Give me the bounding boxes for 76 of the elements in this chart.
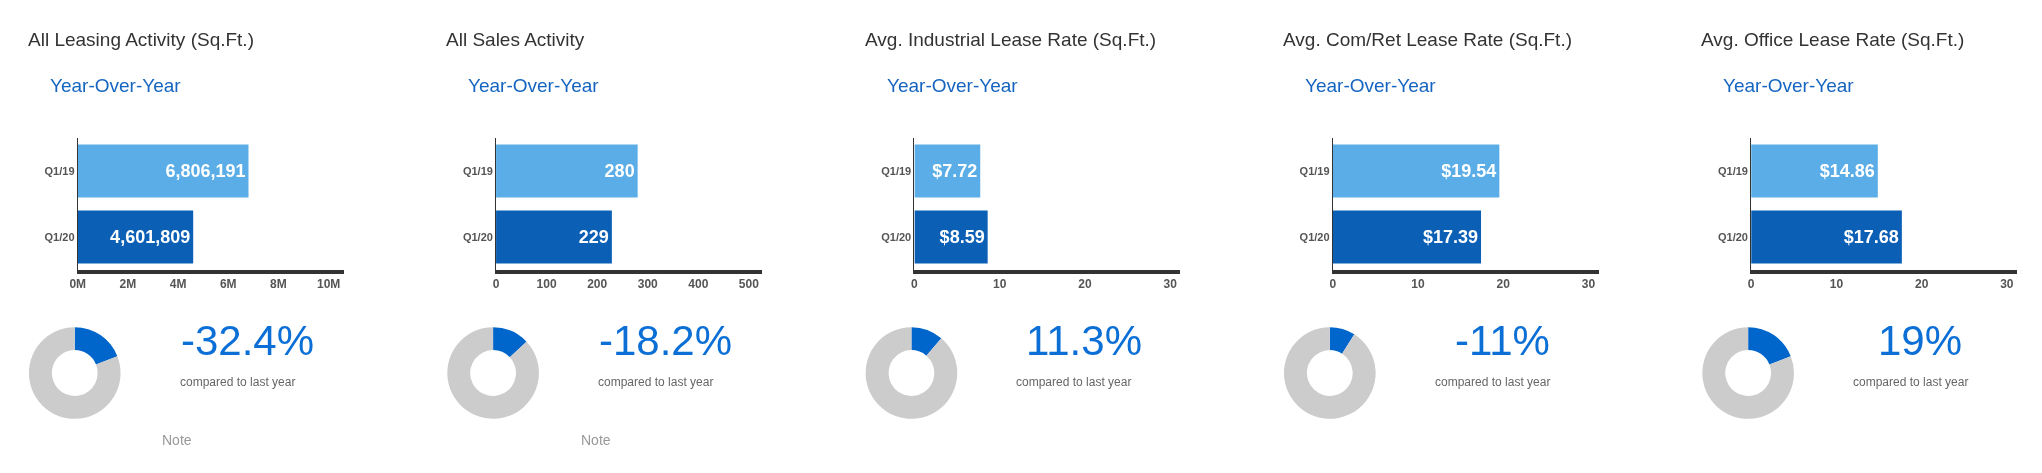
x-tick-label: 10: [1411, 277, 1426, 292]
chart-title: Avg. Office Lease Rate (Sq.Ft.): [1701, 29, 1965, 50]
y-tick-label: Q1/19: [1299, 164, 1330, 177]
y-tick-label: Q1/20: [462, 230, 493, 243]
x-tick-label: 0: [1329, 277, 1337, 292]
data-label: $7.72: [932, 161, 978, 181]
y-tick-label: Q1/19: [881, 164, 912, 177]
text: compared to last year: [598, 375, 714, 389]
data-label: 280: [604, 161, 635, 181]
x-tick-label: 200: [587, 277, 608, 292]
chart-title: Avg. Industrial Lease Rate (Sq.Ft.): [865, 29, 1157, 50]
donut-slice: [865, 327, 958, 419]
chart-title: All Sales Activity: [446, 29, 585, 50]
text: -32.4%: [181, 317, 315, 364]
x-tick-label: 0: [492, 277, 500, 292]
data-label: $17.39: [1422, 227, 1479, 247]
data-label: $19.54: [1441, 161, 1497, 181]
data-label: 4,601,809: [110, 227, 191, 247]
donut-slice: [911, 327, 942, 356]
y-tick-label: Q1/20: [1717, 230, 1748, 243]
x-tick-label: 10: [993, 277, 1007, 292]
text: -11%: [1455, 317, 1550, 364]
donut-slice: [1329, 327, 1355, 354]
x-tick-label: 500: [738, 277, 760, 292]
data-label: $14.86: [1819, 161, 1875, 181]
donut-slice: [1748, 327, 1791, 365]
data-label: 6,806,191: [165, 161, 246, 181]
data-label: $8.59: [939, 227, 985, 247]
x-tick-label: 20: [1078, 277, 1092, 292]
chart-subtitle: Year-Over-Year: [50, 75, 182, 96]
x-tick-label: 10M: [316, 277, 341, 292]
x-tick-label: 0: [1747, 277, 1755, 292]
chart-subtitle: Year-Over-Year: [887, 75, 1019, 96]
y-tick-label: Q1/20: [44, 230, 75, 243]
x-tick-label: 0M: [69, 277, 87, 292]
donut-slice: [1702, 327, 1794, 419]
chart-title: All Leasing Activity (Sq.Ft.): [28, 29, 254, 50]
x-tick-label: 300: [637, 277, 659, 292]
chart-subtitle: Year-Over-Year: [1723, 75, 1855, 96]
x-tick-label: 2M: [119, 277, 137, 292]
donut-slice: [74, 327, 118, 365]
x-tick-label: 30: [1163, 277, 1178, 292]
text: Note: [162, 432, 192, 448]
text: compared to last year: [1853, 375, 1969, 389]
x-tick-label: 20: [1914, 277, 1929, 292]
donut-slice: [28, 327, 121, 419]
x-tick-label: 0: [911, 277, 919, 292]
donut-slice: [447, 327, 539, 419]
y-tick-label: Q1/19: [1717, 164, 1748, 177]
data-label: 229: [578, 227, 609, 247]
y-tick-label: Q1/20: [881, 230, 912, 243]
donut-slice: [1283, 327, 1376, 419]
x-tick-label: 20: [1496, 277, 1511, 292]
data-label: $17.68: [1843, 227, 1899, 247]
x-tick-label: 6M: [219, 277, 237, 292]
text: compared to last year: [1435, 375, 1551, 389]
y-tick-label: Q1/19: [462, 164, 493, 177]
text: compared to last year: [180, 375, 296, 389]
chart-subtitle: Year-Over-Year: [468, 75, 600, 96]
x-tick-label: 30: [1581, 277, 1596, 292]
x-tick-label: 100: [536, 277, 557, 292]
y-tick-label: Q1/19: [44, 164, 75, 177]
text: compared to last year: [1016, 375, 1132, 389]
donut-slice: [493, 327, 527, 358]
text: 11.3%: [1026, 317, 1142, 364]
x-tick-label: 8M: [270, 277, 287, 292]
x-tick-label: 4M: [169, 277, 187, 292]
x-tick-label: 400: [688, 277, 709, 292]
x-tick-label: 30: [2000, 277, 2014, 292]
y-tick-label: Q1/20: [1299, 230, 1330, 243]
text: Note: [581, 432, 611, 448]
text: -18.2%: [599, 317, 733, 364]
chart-subtitle: Year-Over-Year: [1305, 75, 1437, 96]
chart-title: Avg. Com/Ret Lease Rate (Sq.Ft.): [1283, 29, 1572, 50]
x-tick-label: 10: [1829, 277, 1844, 292]
text: 19%: [1878, 317, 1963, 364]
